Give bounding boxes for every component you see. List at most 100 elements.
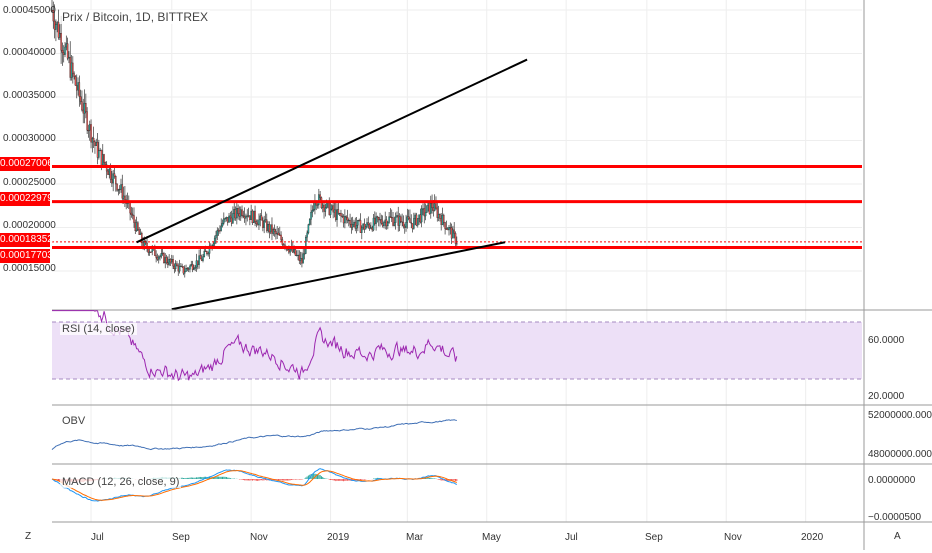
price-tag-current[interactable]: 0.00018352 — [0, 233, 53, 247]
candle-body — [337, 209, 340, 214]
candle-body — [233, 209, 235, 214]
candle-body — [176, 263, 178, 267]
candle-body — [187, 268, 190, 270]
candle-body — [234, 209, 237, 219]
candle-body — [137, 222, 139, 230]
candle-body — [397, 215, 399, 226]
candle-body — [83, 103, 86, 114]
candle-body — [167, 262, 169, 265]
candle-body — [407, 216, 410, 219]
candle-body — [242, 215, 245, 217]
candle-body — [95, 142, 98, 146]
candle-body — [336, 209, 338, 220]
candle-body — [203, 250, 206, 257]
candle-body — [213, 237, 216, 244]
time-tick: May — [482, 532, 501, 543]
price-tag-level[interactable]: 0.00017703 — [0, 249, 53, 263]
candle-body — [207, 253, 209, 255]
horizontal-levels[interactable] — [52, 165, 862, 249]
candle-body — [217, 230, 220, 232]
candle-body — [141, 232, 143, 244]
candle-body — [215, 235, 217, 239]
macd-label[interactable]: MACD (12, 26, close, 9) — [60, 476, 182, 488]
candle-body — [88, 124, 91, 131]
trendlines[interactable] — [136, 58, 528, 311]
log-scale-button[interactable]: Z — [25, 531, 31, 542]
candle-body — [294, 249, 297, 256]
price-tag-level[interactable]: 0.00027006 — [0, 157, 53, 171]
candle-body — [129, 202, 131, 214]
candle-body — [426, 205, 428, 213]
candle-body — [355, 225, 358, 229]
candle-body — [104, 162, 107, 165]
candle-body — [335, 209, 337, 220]
symbol-title[interactable]: Prix / Bitcoin, 1D, BITTREX — [60, 10, 211, 24]
candle-body — [66, 43, 69, 59]
candle-body — [419, 214, 422, 223]
candle-body — [225, 217, 228, 219]
candle-body — [116, 183, 118, 191]
candle-body — [124, 195, 126, 200]
candle-body — [148, 251, 151, 253]
candle-body — [223, 218, 225, 224]
candle-body — [346, 217, 349, 221]
candle-body — [271, 224, 273, 234]
candle-body — [79, 96, 82, 102]
candle-body — [420, 208, 423, 223]
candle-body — [275, 231, 277, 235]
price-pane[interactable] — [52, 0, 864, 310]
candle-body — [368, 224, 371, 229]
candle-body — [340, 212, 342, 217]
candle-body — [393, 222, 396, 226]
candle-body — [272, 229, 275, 234]
candle-body — [268, 224, 271, 233]
candle-body — [117, 188, 120, 191]
candle-body — [133, 215, 135, 223]
candle-body — [258, 219, 260, 226]
candle-body — [413, 218, 415, 229]
candle-body — [52, 10, 55, 22]
rsi-tick: 20.0000 — [868, 391, 905, 402]
candle-body — [394, 216, 397, 223]
candle-body — [301, 258, 303, 264]
candle-body — [276, 232, 278, 235]
candle-body — [68, 56, 70, 59]
macd-signal-line — [51, 470, 457, 501]
candle-body — [53, 20, 56, 30]
candle-body — [297, 254, 299, 256]
candle-body — [87, 129, 90, 132]
candle-body — [85, 103, 87, 112]
candle-body — [237, 208, 239, 214]
candle-body — [86, 111, 88, 131]
candle-body — [65, 43, 68, 48]
candle-body — [440, 218, 442, 225]
candle-body — [230, 217, 233, 224]
obv-line — [51, 419, 457, 451]
price-tag-level[interactable]: 0.00022979 — [0, 192, 53, 206]
candle-body — [323, 204, 325, 212]
candle-body — [156, 257, 159, 260]
candle-body — [405, 222, 407, 228]
candle-body — [383, 222, 385, 227]
candle-body — [182, 266, 185, 274]
candle-body — [448, 227, 450, 231]
candle-body — [177, 265, 180, 272]
candle-body — [418, 214, 420, 219]
candle-body — [372, 217, 375, 231]
candle-body — [161, 253, 164, 255]
auto-scale-button[interactable]: A — [894, 531, 901, 542]
candle-body — [437, 214, 440, 218]
obv-label[interactable]: OBV — [60, 415, 88, 427]
candle-body — [90, 124, 92, 143]
candle-body — [303, 253, 306, 255]
rsi-tick: 60.0000 — [868, 335, 905, 346]
candle-body — [139, 232, 142, 235]
rsi-label[interactable]: RSI (14, close) — [60, 323, 137, 335]
time-tick: Nov — [250, 532, 268, 543]
time-tick: Sep — [645, 532, 663, 543]
candle-body — [417, 218, 419, 226]
candle-body — [186, 268, 189, 270]
candle-body — [91, 137, 94, 143]
